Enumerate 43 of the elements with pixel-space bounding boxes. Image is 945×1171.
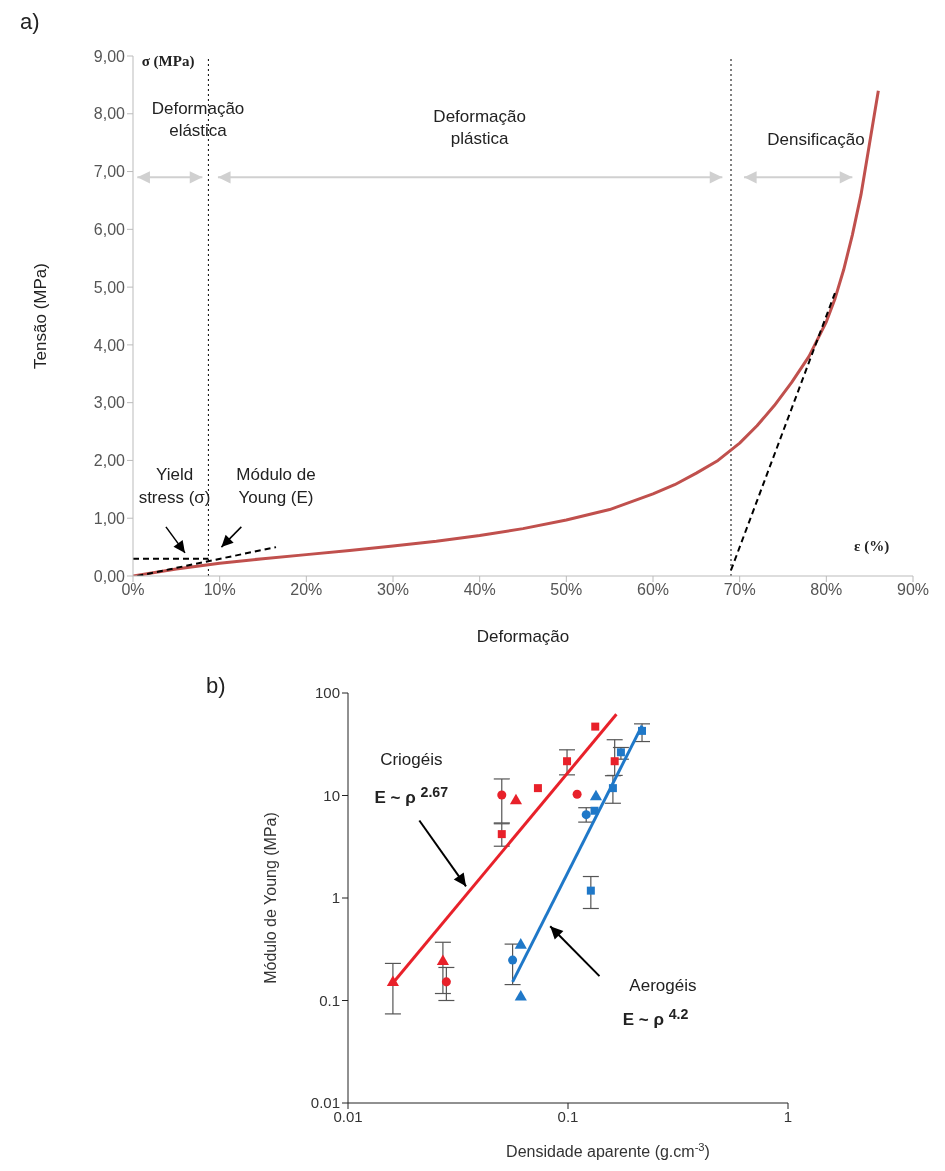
x-tick-label: 0% (121, 581, 145, 599)
x-tick-label: 40% (463, 581, 496, 599)
text: a) (20, 8, 40, 36)
annotation: Deformação plástica (433, 106, 526, 151)
y-tick-label: 4,00 (93, 336, 126, 354)
x-axis-title: Densidade aparente (g.cm$^{-3}$) (506, 1141, 710, 1160)
annotation: σ (MPa) (141, 52, 195, 71)
annotation: E ~ ρ $^{2.67}$ (374, 783, 449, 808)
y-axis-title: Tensão (MPa) (31, 263, 51, 369)
y-tick-label: 1 (331, 889, 340, 907)
y-tick-label: 0.01 (310, 1094, 340, 1112)
text: b) (206, 673, 226, 699)
x-tick-label: 20% (290, 581, 323, 599)
y-tick-label: 10 (323, 786, 340, 804)
x-tick-label: 80% (810, 581, 843, 599)
x-tick-label: 0.1 (557, 1107, 579, 1125)
x-axis-title: Deformação (476, 627, 570, 646)
annotation: E ~ ρ $^{4.2}$ (622, 1005, 689, 1030)
y-axis-title: Módulo de Young (MPa) (261, 812, 279, 984)
y-tick-label: 7,00 (93, 163, 126, 181)
y-tick-label: 100 (314, 684, 340, 702)
y-tick-label: 9,00 (93, 47, 126, 65)
annotation: Módulo de Young (E) (236, 464, 316, 509)
annotation: Criogéis (380, 750, 443, 771)
x-tick-label: 60% (636, 581, 670, 599)
y-tick-label: 3,00 (93, 394, 126, 412)
x-tick-label: 90% (896, 581, 930, 599)
annotation: Aerogéis (629, 975, 697, 996)
y-tick-label: 8,00 (93, 105, 126, 123)
y-tick-label: 5,00 (93, 278, 126, 296)
annotation: Densificação (767, 128, 865, 151)
x-tick-label: 10% (203, 581, 236, 599)
y-tick-label: 2,00 (93, 452, 126, 470)
x-tick-label: 30% (376, 581, 410, 599)
x-tick-label: 70% (723, 581, 756, 599)
annotation: Yield stress (σ) (138, 464, 211, 509)
x-tick-label: 1 (783, 1107, 793, 1125)
y-tick-label: 6,00 (93, 221, 126, 239)
y-tick-label: 0.1 (319, 991, 340, 1009)
x-tick-label: 50% (550, 581, 583, 599)
y-tick-label: 1,00 (93, 509, 126, 527)
annotation: Deformação elástica (151, 97, 245, 142)
annotation: ε (%) (854, 537, 890, 557)
